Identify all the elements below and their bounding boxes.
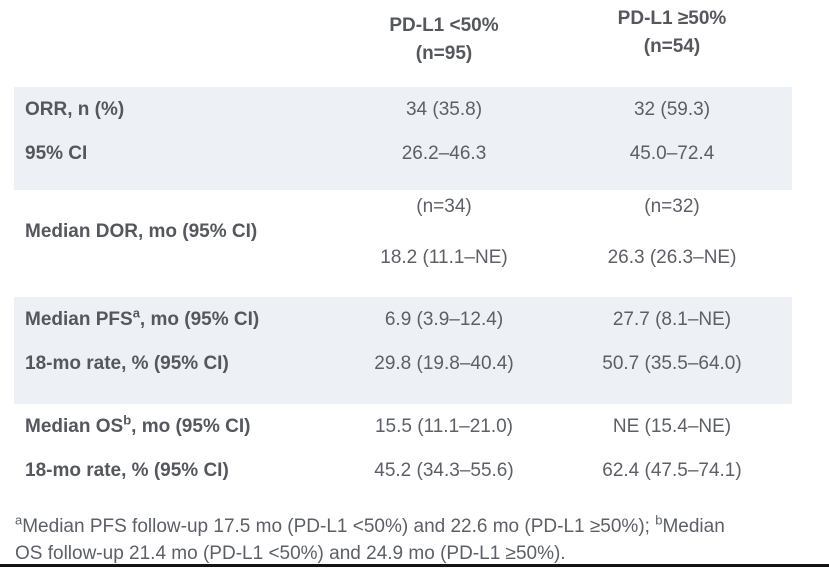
bottom-rule — [0, 564, 829, 567]
cell-pdl1-low: 15.5 (11.1–21.0) — [374, 416, 514, 437]
footnote: aMedian PFS follow-up 17.5 mo (PD-L1 <50… — [15, 513, 753, 567]
row-label: ORR, n (%) — [14, 99, 336, 121]
column-title: PD-L1 <50% — [389, 14, 499, 36]
cell-pdl1-high: 45.0–72.4 — [629, 143, 715, 164]
row-label: 95% CI — [14, 143, 336, 165]
dor-n-count: (n=34) — [416, 196, 472, 217]
section-orr: ORR, n (%) 34 (35.8) 32 (59.3) 95% CI 26… — [14, 87, 792, 190]
dor-value: 26.3 (26.3–NE) — [607, 247, 737, 268]
section-dor: Median DOR, mo (95% CI) (n=34) 18.2 (11.… — [14, 190, 792, 297]
row-label-superscript: b — [123, 412, 132, 428]
table-row-os-18mo-rate: 18-mo rate, % (95% CI) 45.2 (34.3–55.6) … — [14, 449, 792, 493]
footnote-superscript-a: a — [15, 512, 23, 528]
cell-pdl1-low: 34 (35.8) — [405, 99, 483, 120]
table-header-row: PD-L1 <50% (n=95) PD-L1 ≥50% (n=54) — [14, 0, 792, 87]
cell-pdl1-high: NE (15.4–NE) — [612, 416, 732, 437]
cell-pdl1-low: 45.2 (34.3–55.6) — [374, 460, 514, 481]
column-n-count: (n=95) — [415, 42, 473, 64]
table-row-median-pfs: Median PFSa, mo (95% CI) 6.9 (3.9–12.4) … — [14, 298, 792, 342]
cell-pdl1-high: 27.7 (8.1–NE) — [612, 309, 732, 330]
footnote-text: Median OS follow-up 21.4 mo (PD-L1 <50%)… — [15, 516, 725, 564]
row-label: Median OSb, mo (95% CI) — [14, 412, 336, 438]
row-label-text: , mo (95% CI) — [131, 416, 251, 437]
row-label-superscript: a — [132, 305, 140, 321]
cell-pdl1-low: 29.8 (19.8–40.4) — [374, 353, 514, 374]
section-pfs: Median PFSa, mo (95% CI) 6.9 (3.9–12.4) … — [14, 297, 792, 404]
cell-pdl1-high: 50.7 (35.5–64.0) — [602, 353, 742, 374]
cell-pdl1-low: 26.2–46.3 — [401, 143, 487, 164]
table-row-orr: ORR, n (%) 34 (35.8) 32 (59.3) — [14, 88, 792, 132]
cell-pdl1-high: 32 (59.3) — [633, 99, 711, 120]
table-row-median-os: Median OSb, mo (95% CI) 15.5 (11.1–21.0)… — [14, 405, 792, 449]
dor-value: 18.2 (11.1–NE) — [380, 247, 508, 268]
row-label-text: Median PFS — [25, 309, 133, 330]
row-label-text: 18-mo rate, % (95% CI) — [25, 353, 229, 374]
column-header-pdl1-high: PD-L1 ≥50% (n=54) — [552, 5, 792, 61]
efficacy-table: PD-L1 <50% (n=95) PD-L1 ≥50% (n=54) ORR,… — [14, 0, 792, 495]
row-label-text: Median OS — [25, 416, 124, 437]
cell-pdl1-low: (n=34) 18.2 (11.1–NE) — [336, 190, 552, 297]
row-label-text: , mo (95% CI) — [139, 309, 260, 330]
column-n-count: (n=54) — [643, 35, 701, 57]
row-label-text: 18-mo rate, % (95% CI) — [25, 460, 229, 481]
row-label-text: ORR, n (%) — [25, 99, 125, 120]
column-title: PD-L1 ≥50% — [617, 7, 727, 29]
column-header-pdl1-low: PD-L1 <50% (n=95) — [336, 12, 552, 68]
table-row-dor: Median DOR, mo (95% CI) (n=34) 18.2 (11.… — [14, 190, 792, 297]
row-label: Median PFSa, mo (95% CI) — [14, 305, 336, 331]
table-row-pfs-18mo-rate: 18-mo rate, % (95% CI) 29.8 (19.8–40.4) … — [14, 342, 792, 386]
cell-pdl1-high: 62.4 (47.5–74.1) — [602, 460, 742, 481]
row-label-text: 95% CI — [25, 143, 88, 164]
footnote-text: Median PFS follow-up 17.5 mo (PD-L1 <50%… — [22, 516, 656, 537]
dor-n-count: (n=32) — [644, 196, 700, 217]
footnote-superscript-b: b — [655, 512, 663, 528]
row-label: 18-mo rate, % (95% CI) — [14, 460, 336, 482]
cell-pdl1-high: (n=32) 26.3 (26.3–NE) — [552, 190, 792, 297]
cell-pdl1-low: 6.9 (3.9–12.4) — [384, 309, 504, 330]
row-label: Median DOR, mo (95% CI) — [25, 220, 258, 242]
table-row-95ci: 95% CI 26.2–46.3 45.0–72.4 — [14, 132, 792, 176]
section-os: Median OSb, mo (95% CI) 15.5 (11.1–21.0)… — [14, 404, 792, 495]
row-label: 18-mo rate, % (95% CI) — [14, 353, 336, 375]
